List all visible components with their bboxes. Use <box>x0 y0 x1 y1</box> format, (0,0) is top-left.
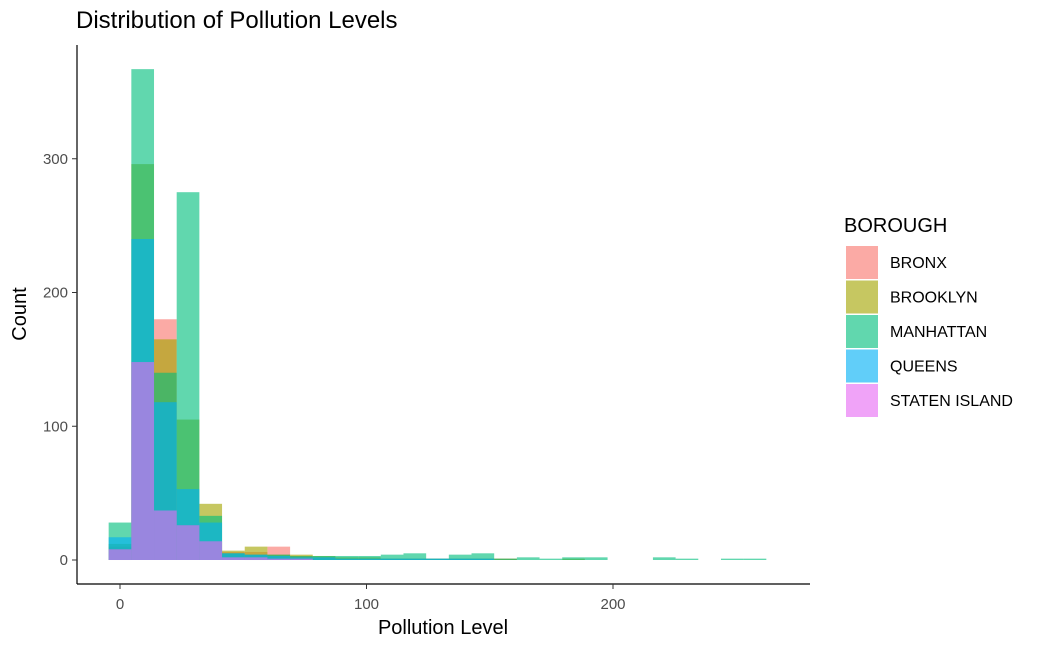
legend-label: QUEENS <box>890 359 958 376</box>
histogram-bar <box>380 558 404 560</box>
histogram-bar <box>267 558 291 560</box>
histogram-bar <box>176 192 200 560</box>
histogram-bar <box>448 558 472 560</box>
legend-label: BROOKLYN <box>890 290 978 307</box>
series-staten-island <box>108 362 313 560</box>
histogram-bar <box>199 541 223 560</box>
legend-swatch <box>846 246 878 279</box>
histogram-bar <box>403 558 427 560</box>
y-tick-label: 0 <box>60 552 68 569</box>
histogram-bar <box>244 557 268 560</box>
y-tick-label: 100 <box>43 418 68 435</box>
histogram-bar <box>222 557 245 560</box>
histogram-bar <box>743 558 767 560</box>
histogram-bar <box>176 525 200 560</box>
histogram-bar <box>539 558 563 560</box>
y-axis-ticks: 0 100 200 300 <box>43 151 77 569</box>
histogram-bar <box>312 557 336 560</box>
chart-title: Distribution of Pollution Levels <box>76 7 398 34</box>
histogram-bar <box>131 362 155 560</box>
legend: BOROUGH BRONX BROOKLYN MANHATTAN QUEENS STAT… <box>844 215 1013 417</box>
histogram-bar <box>471 553 495 560</box>
histogram-bar <box>584 557 608 560</box>
histogram-bar <box>426 558 449 560</box>
histogram-bar <box>358 558 381 560</box>
histogram-bar <box>290 558 313 560</box>
histogram-bar <box>516 557 540 560</box>
x-tick-label: 0 <box>116 596 124 613</box>
histogram-bar <box>471 558 495 560</box>
x-axis-title: Pollution Level <box>378 617 508 639</box>
histogram-bar <box>494 558 517 560</box>
x-axis-ticks: 0 100 200 <box>116 584 626 613</box>
histogram-bar <box>652 557 676 560</box>
legend-swatch <box>846 315 878 348</box>
histogram-bars <box>108 69 767 561</box>
histogram-bar <box>720 558 744 560</box>
legend-swatch <box>846 384 878 417</box>
histogram-bar <box>244 554 268 560</box>
histogram-bar <box>448 554 472 560</box>
histogram-bar <box>358 555 381 560</box>
y-axis-title: Count <box>9 287 31 341</box>
histogram-bar <box>562 557 585 560</box>
histogram-bar <box>222 553 245 560</box>
legend-items: BRONX BROOKLYN MANHATTAN QUEENS STATEN ISLAN… <box>846 246 1013 417</box>
histogram-bar <box>108 549 132 560</box>
histogram-bar <box>403 553 427 560</box>
x-tick-label: 100 <box>354 596 379 613</box>
x-tick-label: 200 <box>600 596 625 613</box>
legend-swatch <box>846 280 878 314</box>
legend-label: STATEN ISLAND <box>890 393 1013 410</box>
histogram-bar <box>380 554 404 560</box>
histogram-bar <box>335 555 359 560</box>
legend-swatch <box>846 349 878 383</box>
histogram-bar <box>675 558 699 560</box>
histogram-bar <box>267 555 291 560</box>
y-tick-label: 300 <box>43 151 68 168</box>
legend-title: BOROUGH <box>844 215 947 237</box>
legend-label: MANHATTAN <box>890 324 987 341</box>
histogram-bar <box>335 558 359 560</box>
legend-label: BRONX <box>890 255 947 272</box>
y-tick-label: 200 <box>43 285 68 302</box>
series-manhattan <box>108 69 767 560</box>
histogram-bar <box>154 510 177 560</box>
